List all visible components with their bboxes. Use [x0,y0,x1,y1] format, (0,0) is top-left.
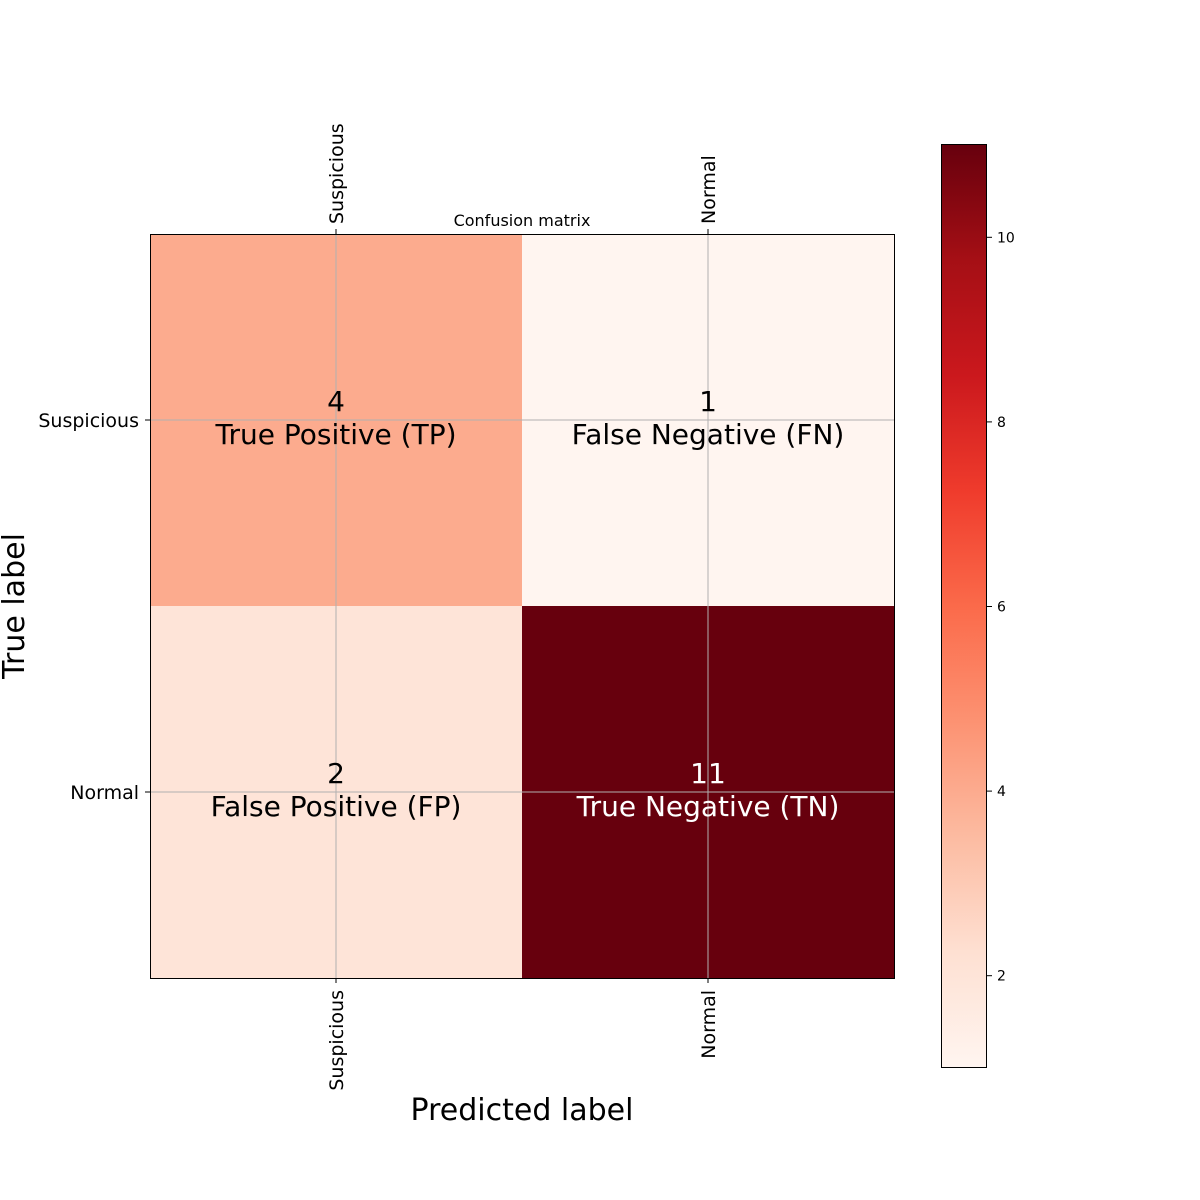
y-tick-label: Suspicious [38,410,139,432]
x-axis-label: Predicted label [411,1093,634,1128]
cell-label: False Negative (FN) [572,418,845,451]
cell-label: False Positive (FP) [211,790,462,823]
x-ticks-top: Suspicious Normal [326,123,720,234]
colorbar-tick-label: 8 [997,415,1006,431]
cell-value: 1 [699,385,717,418]
grid-lines [150,234,894,978]
colorbar-tick-label: 4 [997,784,1006,800]
cell-value: 2 [327,757,345,790]
cell-label: True Positive (TP) [214,418,456,451]
cell-value: 4 [327,385,345,418]
y-tick-label: Normal [70,782,139,804]
plot-frame [150,234,895,979]
x-tick-label-bottom: Normal [698,990,720,1059]
x-tick-label-top: Suspicious [326,123,348,224]
x-ticks-bottom: Suspicious Normal [326,978,720,1091]
colorbar [941,144,987,1068]
colorbar-tick-label: 10 [997,230,1015,246]
colorbar-tick-label: 2 [997,969,1006,985]
chart-title: Confusion matrix [454,211,591,230]
heatmap-cells [150,234,894,978]
y-axis-label: True label [0,533,32,680]
cell-label: True Negative (TN) [576,790,840,823]
x-tick-label-bottom: Suspicious [326,990,348,1091]
x-tick-label-top: Normal [698,155,720,224]
colorbar-ticks: 2 4 6 8 10 [987,230,1015,985]
colorbar-tick-label: 6 [997,600,1006,616]
cell-value: 11 [690,757,726,790]
y-ticks: Suspicious Normal [38,410,150,804]
